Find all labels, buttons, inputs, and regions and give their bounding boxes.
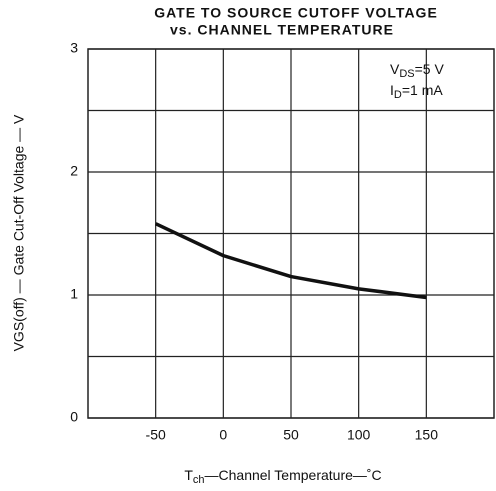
annotation-rest: =5 V (415, 61, 445, 77)
annotation-sub: D (394, 89, 402, 101)
y-axis-label: VGS(off) — Gate Cut-Off Voltage — V (11, 114, 27, 351)
y-tick-label: 3 (70, 40, 78, 56)
chart-subtitle: vs. CHANNEL TEMPERATURE (170, 22, 394, 38)
x-axis-label-rest: —Channel Temperature—˚C (205, 467, 382, 483)
chart-title: GATE TO SOURCE CUTOFF VOLTAGE (154, 5, 438, 21)
data-line (154, 222, 427, 300)
annotation-main: I (390, 82, 394, 98)
x-tick-label: 150 (415, 427, 439, 443)
x-tick-label: -50 (146, 427, 166, 443)
y-tick-label: 1 (70, 286, 78, 302)
annotation: VDS=5 V (390, 61, 444, 80)
x-tick-label: 100 (347, 427, 371, 443)
annotation: ID=1 mA (390, 82, 443, 101)
y-tick-label: 0 (70, 409, 78, 425)
x-axis-label-main: T (184, 467, 193, 483)
x-axis-label: Tch—Channel Temperature—˚C (184, 467, 381, 486)
x-tick-label: 50 (283, 427, 299, 443)
x-tick-label: 0 (219, 427, 227, 443)
x-axis-label-sub: ch (193, 474, 205, 486)
annotation-main: V (390, 61, 400, 77)
annotation-rest: =1 mA (402, 82, 444, 98)
y-tick-label: 2 (70, 163, 78, 179)
annotation-sub: DS (399, 68, 414, 80)
